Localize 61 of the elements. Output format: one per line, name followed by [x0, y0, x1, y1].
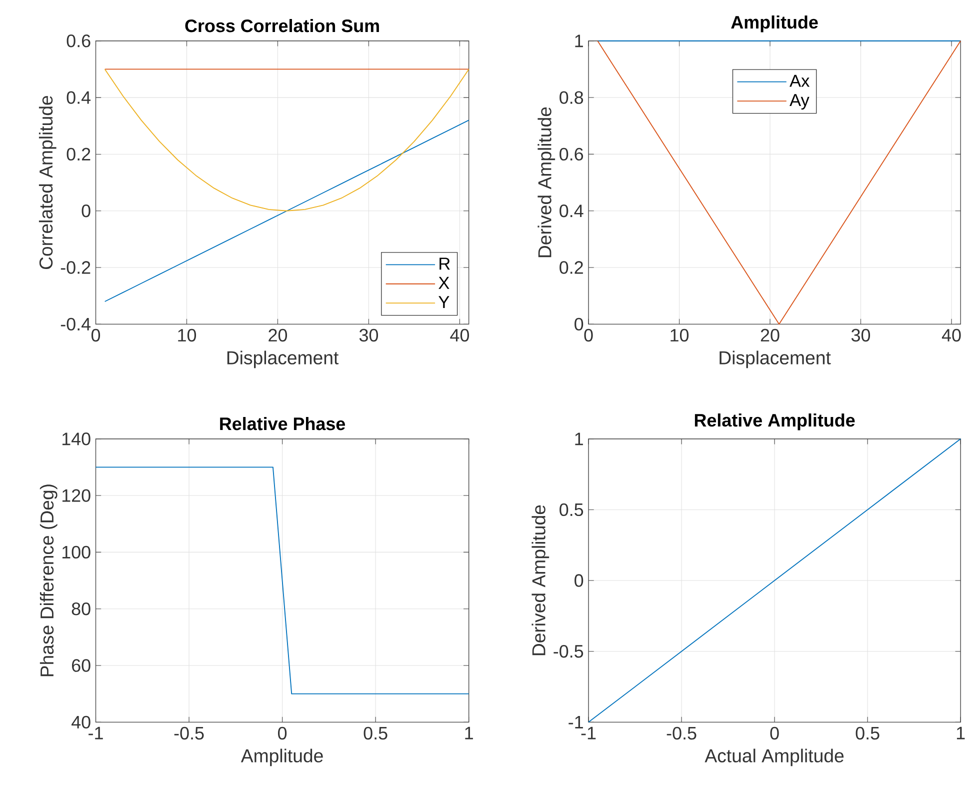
y-tick-label: -0.4 [60, 318, 91, 331]
x-tick-label: -1 [88, 726, 103, 740]
x-tick-label: -0.5 [666, 726, 696, 740]
x-tick-label: 10 [178, 328, 196, 342]
y-axis-title: Derived Amplitude [532, 505, 550, 656]
x-tick-label: 0.5 [364, 726, 388, 740]
x-tick-label: 0 [770, 726, 779, 740]
y-tick-label: 60 [72, 659, 90, 672]
y-tick-label: 0.6 [560, 148, 584, 161]
legend-label: X [438, 276, 450, 289]
x-tick-label: 40 [942, 328, 961, 342]
x-tick-label: 0 [278, 726, 287, 740]
y-tick-label: 100 [62, 546, 90, 559]
y-axis-title: Phase Difference (Deg) [40, 484, 58, 676]
y-tick-label: 0.6 [66, 34, 90, 48]
x-axis-title: Actual Amplitude [704, 748, 844, 766]
x-tick-label: 1 [956, 726, 965, 740]
y-tick-label: 0.5 [560, 503, 584, 516]
y-tick-label: -0.5 [554, 645, 584, 658]
x-tick-label: 10 [670, 328, 689, 342]
chart-title: Cross Correlation Sum [185, 19, 379, 32]
x-tick-label: 0 [584, 328, 593, 342]
y-tick-label: 0.4 [66, 91, 91, 104]
y-tick-label: 0.8 [560, 91, 584, 104]
y-tick-label: 0.4 [560, 204, 584, 218]
legend-label: Ay [790, 94, 810, 110]
legend-label: Ax [790, 74, 810, 87]
y-tick-label: 0 [574, 574, 584, 587]
x-tick-label: 0.5 [856, 726, 880, 740]
x-axis-title: Displacement [227, 350, 339, 368]
x-axis-title: Displacement [720, 350, 831, 368]
y-axis-title: Correlated Amplitude [38, 96, 56, 270]
x-axis-title: Amplitude [240, 748, 323, 766]
y-tick-label: 1 [575, 34, 583, 48]
y-tick-label: 80 [72, 602, 90, 616]
y-tick-label: 0 [82, 204, 90, 218]
legend-label: Y [438, 296, 450, 308]
y-axis-title: Derived Amplitude [538, 107, 556, 258]
y-tick-label: 0 [574, 318, 584, 331]
x-tick-label: 30 [851, 328, 870, 342]
line-series [597, 40, 962, 325]
x-tick-label: 1 [465, 726, 473, 740]
chart-title: Amplitude [731, 15, 818, 32]
y-tick-label: 0.2 [66, 148, 90, 161]
x-tick-label: 0 [91, 328, 100, 342]
line-series [104, 68, 470, 212]
y-tick-label: -0.2 [60, 261, 90, 274]
y-tick-label: 40 [72, 716, 90, 729]
x-tick-label: -0.5 [174, 726, 204, 740]
x-tick-label: 20 [268, 328, 288, 342]
chart-title: Relative Phase [220, 417, 346, 430]
y-tick-label: 140 [62, 432, 90, 446]
x-tick-label: 40 [450, 328, 469, 342]
y-tick-label: 0.2 [560, 261, 583, 274]
y-tick-label: -1 [568, 716, 583, 728]
chart-title: Relative Amplitude [694, 413, 855, 430]
x-tick-label: 30 [359, 328, 378, 342]
legend-label: R [440, 258, 450, 270]
y-tick-label: 120 [62, 489, 90, 502]
y-tick-label: 1 [575, 432, 583, 446]
x-tick-label: 20 [760, 328, 780, 342]
